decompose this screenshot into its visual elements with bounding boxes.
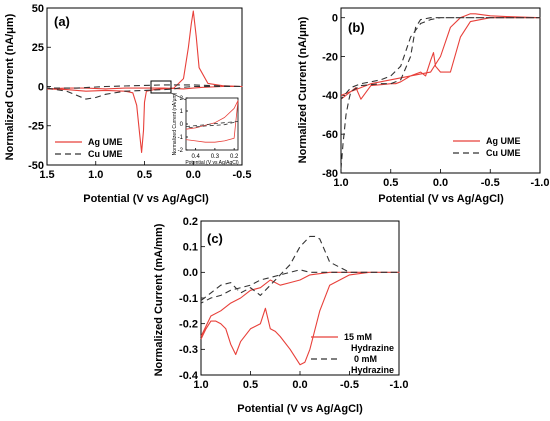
panel-a-xlabel: Potential (V vs Ag/AgCl) <box>83 193 209 205</box>
legend-label-0mm-2: Hydrazine <box>351 365 394 375</box>
y-tick-label: -0.3 <box>179 344 198 356</box>
y-tick-label: 25 <box>32 42 44 54</box>
panel-a: 1.5 1.0 0.5 0.0 -0.5 -50 -25 0 25 50 (a) Potentia… <box>4 3 251 205</box>
y-tick-label: -0.1 <box>179 293 198 305</box>
y-tick-label: 2 <box>180 96 184 102</box>
y-tick-label: -60 <box>322 129 338 141</box>
series-line-0 <box>200 271 400 366</box>
x-tick-label: -0.5 <box>481 177 500 189</box>
series-line-0 <box>340 13 541 100</box>
y-tick-label: 0.0 <box>183 267 198 279</box>
x-tick-label: 0.2 <box>230 154 239 160</box>
panel-b-xlabel: Potential (V vs Ag/AgCl) <box>378 193 504 205</box>
x-tick-label: 1.5 <box>39 169 54 181</box>
x-tick-label: -1.0 <box>390 379 409 391</box>
legend-label-15mm-1: 15 mM <box>344 332 372 342</box>
legend-label-ag: Ag UME <box>88 137 123 147</box>
panel-c-xlabel: Potential (V vs Ag/AgCl) <box>237 403 363 415</box>
y-tick-label: 0.1 <box>183 242 198 254</box>
y-tick-label: -1 <box>178 135 184 141</box>
panel-b-series <box>340 13 541 170</box>
y-tick-label: 50 <box>32 3 44 15</box>
y-tick-label: -0.2 <box>179 319 198 331</box>
series-line-0 <box>185 100 239 143</box>
panel-a-legend: Ag UME Cu UME <box>55 137 123 159</box>
legend-label-ag-b: Ag UME <box>486 136 521 146</box>
panel-a-label: (a) <box>54 14 70 29</box>
x-tick-label: -0.5 <box>340 379 359 391</box>
panel-a-inset: 0.4 0.3 0.2 2 1 0 -1 -2 Potential (V vs Ag/AgCl… <box>172 92 239 166</box>
legend-label-cu-b: Cu UME <box>486 148 521 158</box>
series-line-1 <box>185 121 239 129</box>
panel-b-label: (b) <box>348 20 365 35</box>
panel-a-zoom-box <box>150 80 172 94</box>
x-tick-label: 0.5 <box>137 169 152 181</box>
x-tick-label: 1.0 <box>88 169 103 181</box>
panel-b-ylabel: Normalized Current (nA/μm) <box>297 16 309 163</box>
y-tick-label: 0 <box>180 122 184 128</box>
panel-b-legend: Ag UME Cu UME <box>453 136 521 158</box>
panel-a-zoom-connector <box>170 92 187 101</box>
series-line-1 <box>340 17 541 170</box>
series-line-1 <box>200 235 400 304</box>
x-tick-label: 0.5 <box>383 177 398 189</box>
y-tick-label: -50 <box>28 160 44 172</box>
y-tick-label: 1 <box>180 109 184 115</box>
y-tick-label: -20 <box>322 51 338 63</box>
series-line-1 <box>46 84 243 100</box>
inset-series <box>185 100 239 143</box>
y-tick-label: -0.4 <box>179 370 199 382</box>
panel-a-ylabel: Normalized Current (nA/μm) <box>4 13 16 160</box>
x-tick-label: 1.0 <box>193 379 208 391</box>
x-tick-label: 0.3 <box>211 154 220 160</box>
y-tick-label: 0.2 <box>183 216 198 228</box>
x-tick-label: 0.0 <box>292 379 307 391</box>
panel-c-label: (c) <box>207 231 223 246</box>
x-tick-label: 0.5 <box>243 379 258 391</box>
y-tick-label: 0 <box>38 81 44 93</box>
inset-xlabel: Potential (V vs Ag/AgCl) <box>185 160 239 166</box>
panel-b-ticks: 1.0 0.5 0.0 -0.5 -1.0 0 -20 -40 -60 -80 <box>322 13 549 189</box>
x-tick-label: 0.0 <box>433 177 448 189</box>
panel-a-ticks: 1.5 1.0 0.5 0.0 -0.5 -50 -25 0 25 50 <box>28 3 251 181</box>
y-tick-label: -25 <box>28 121 44 133</box>
panel-c: 1.0 0.5 0.0 -0.5 -1.0 0.2 0.1 0.0 -0.1 -0.2 -0.3 -0… <box>153 216 408 415</box>
panel-c-ticks: 1.0 0.5 0.0 -0.5 -1.0 0.2 0.1 0.0 -0.1 -0.2 -0.3 -0… <box>179 216 408 391</box>
series-line-0 <box>46 10 243 153</box>
y-tick-label: -2 <box>178 148 184 154</box>
inset-ticks: 0.4 0.3 0.2 2 1 0 -1 -2 <box>178 96 239 160</box>
x-tick-label: -1.0 <box>531 177 550 189</box>
panel-c-ylabel: Normalized Current (mA/mm) <box>153 223 165 376</box>
panel-b: 1.0 0.5 0.0 -0.5 -1.0 0 -20 -40 -60 -80 (b) Poten… <box>297 7 549 205</box>
x-tick-label: 0.0 <box>186 169 201 181</box>
panel-c-legend: 15 mM Hydrazine 0 mM Hydrazine <box>311 332 394 375</box>
y-tick-label: -80 <box>322 168 338 180</box>
legend-label-cu: Cu UME <box>88 149 123 159</box>
inset-ylabel: Normalized Current (nA/μm) <box>172 92 178 155</box>
panel-c-series <box>200 235 400 366</box>
panel-a-series <box>46 10 243 153</box>
legend-label-0mm-1: 0 mM <box>354 354 377 364</box>
x-tick-label: 1.0 <box>333 177 348 189</box>
x-tick-label: -0.5 <box>233 169 252 181</box>
x-tick-label: 0.4 <box>191 154 200 160</box>
y-tick-label: 0 <box>332 13 338 25</box>
legend-label-15mm-2: Hydrazine <box>351 343 394 353</box>
y-tick-label: -40 <box>322 90 338 102</box>
